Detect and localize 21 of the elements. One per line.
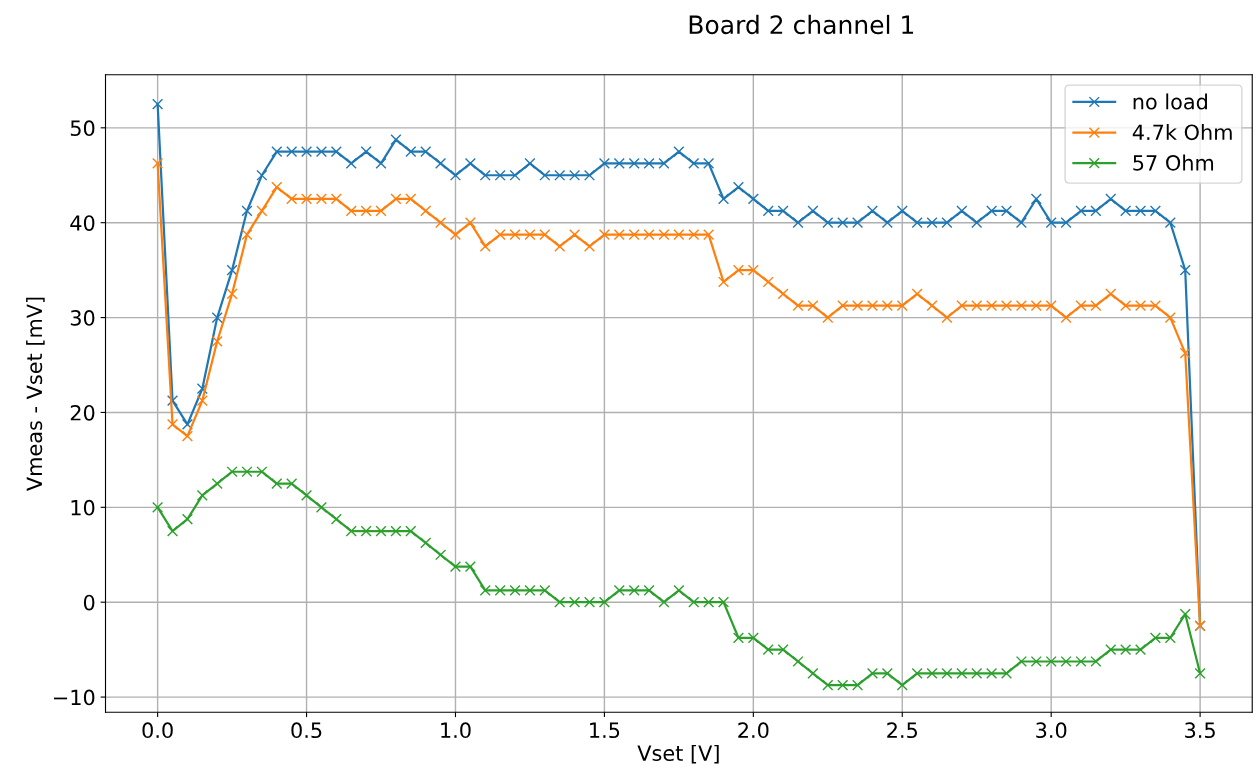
x-axis-title: Vset [V] [637,744,719,764]
chart-title: Board 2 channel 1 [689,14,914,35]
legend-label: 4.7k Ohm [1132,124,1232,141]
x-tick-label: 1.5 [590,722,620,739]
y-axis-title: Vmeas - Vset [mV] [26,297,45,491]
y-tick-label: 10 [71,499,95,516]
y-tick-label: 50 [70,120,95,137]
legend-label: no load [1133,93,1207,110]
x-tick-label: 1.0 [441,722,471,739]
x-tick-label: 0.5 [291,722,322,739]
y-tick-label: −10 [54,689,95,706]
y-tick-label: 40 [70,215,95,231]
y-tick-label: 30 [70,310,95,326]
x-tick-label: 2.5 [887,722,917,739]
y-tick-label: 0 [83,594,95,611]
legend-label: 57 Ohm [1133,154,1214,171]
x-tick-label: 0.0 [142,722,173,739]
x-tick-label: 2.0 [738,722,769,739]
x-tick-label: 3.0 [1036,722,1067,739]
x-tick-label: 3.5 [1185,722,1215,739]
y-tick-label: 20 [70,404,95,421]
